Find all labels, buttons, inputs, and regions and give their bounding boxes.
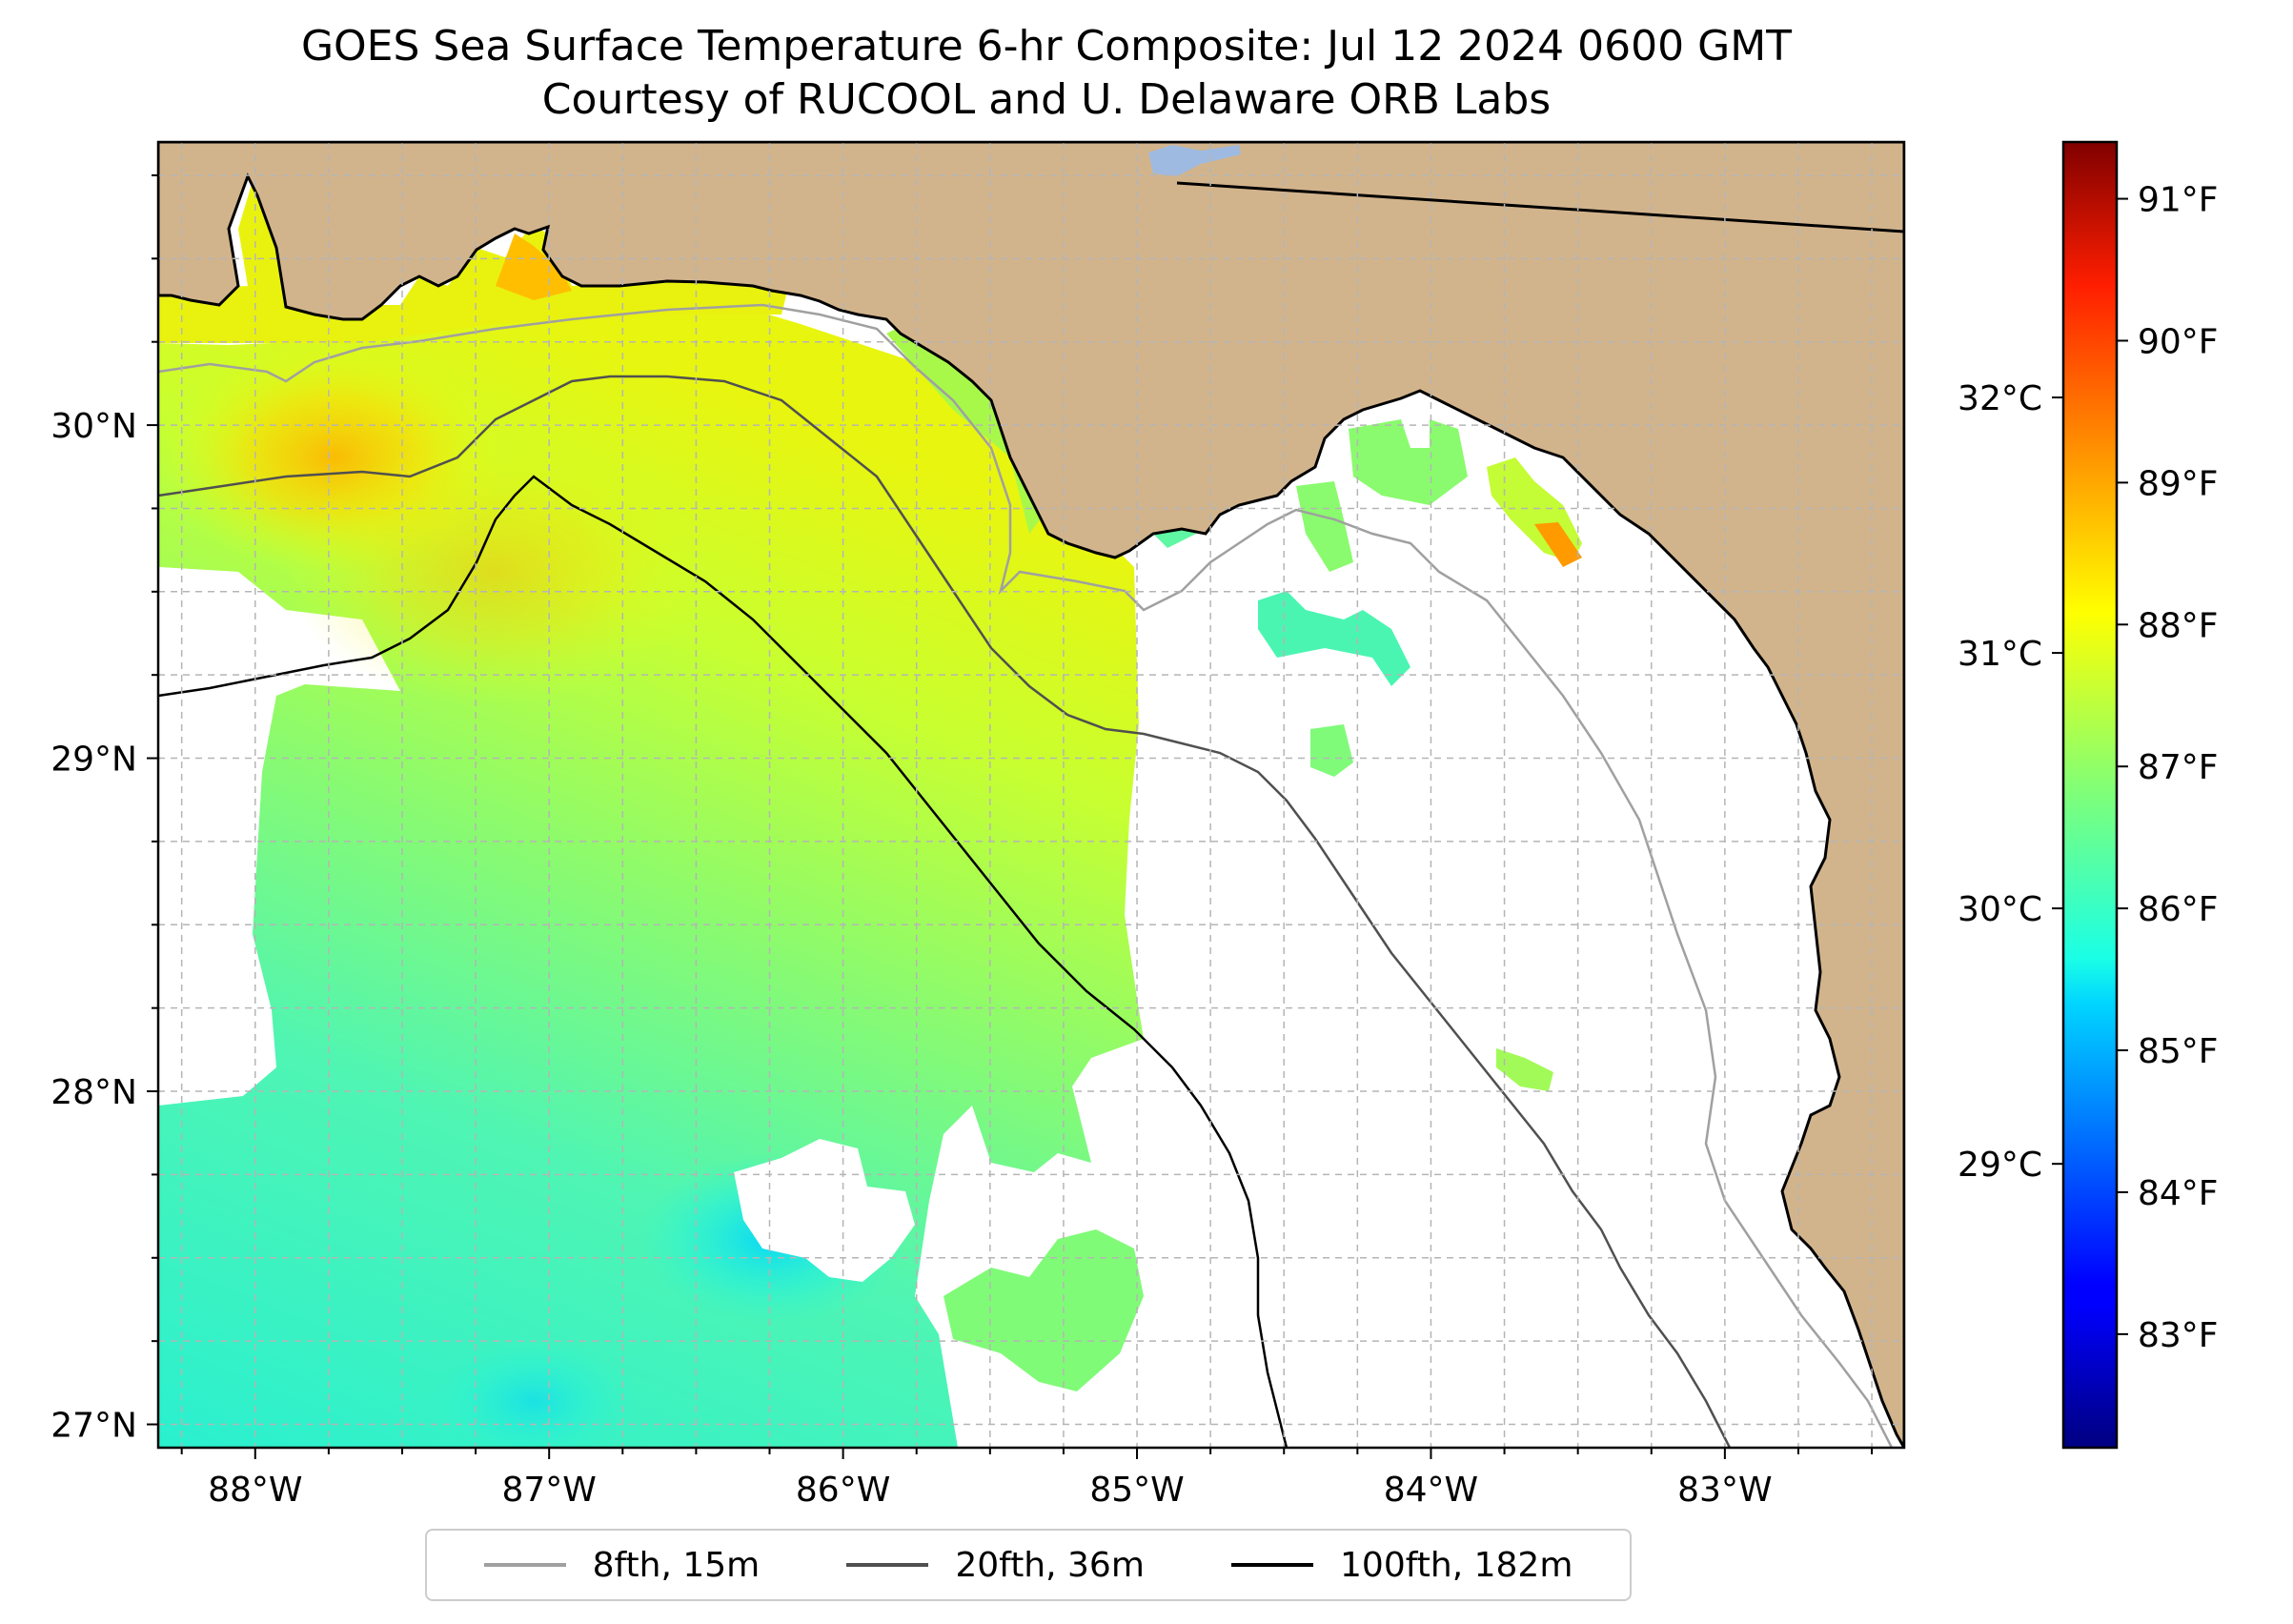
colorbar-c-label: 29°C xyxy=(1958,1146,2042,1185)
contour-20fth xyxy=(158,375,1732,1448)
legend-swatch xyxy=(483,1563,566,1567)
map-subtitle: Courtesy of RUCOOL and U. Delaware ORB L… xyxy=(541,75,1552,124)
lon-tick-label: 86°W xyxy=(796,1471,890,1510)
colorbar-f-label: 87°F xyxy=(2138,748,2219,787)
legend: 8fth, 15m 20fth, 36m 100fth, 182m xyxy=(425,1529,1632,1601)
colorbar-f-label: 84°F xyxy=(2138,1174,2219,1213)
colorbar-f-label: 91°F xyxy=(2138,181,2219,220)
sst-bay-warm xyxy=(496,233,572,300)
lat-tick-label: 27°N xyxy=(51,1407,137,1446)
legend-swatch xyxy=(1231,1563,1314,1567)
sst-patch xyxy=(1310,724,1353,777)
colorbar-c-label: 31°C xyxy=(1958,635,2042,674)
contour-100fth xyxy=(158,475,1289,1448)
sst-patch xyxy=(1296,481,1353,572)
colorbar-f-label: 90°F xyxy=(2138,322,2219,361)
colorbar xyxy=(2061,140,2119,1450)
lat-tick-label: 29°N xyxy=(51,741,137,780)
lake xyxy=(1148,145,1241,176)
legend-item-8fth: 8fth, 15m xyxy=(483,1545,761,1585)
colorbar-f-label: 88°F xyxy=(2138,606,2219,645)
colorbar-c-label: 30°C xyxy=(1958,890,2042,929)
colorbar-f-label: 89°F xyxy=(2138,464,2219,503)
state-border xyxy=(1176,181,1904,233)
legend-item-100fth: 100fth, 182m xyxy=(1231,1546,1573,1585)
colorbar-c-label: 32°C xyxy=(1958,379,2042,418)
lat-tick-label: 30°N xyxy=(51,407,137,446)
legend-label: 20fth, 36m xyxy=(955,1545,1145,1585)
colorbar-f-label: 83°F xyxy=(2138,1316,2219,1355)
map-title: GOES Sea Surface Temperature 6-hr Compos… xyxy=(300,22,1793,71)
sst-patch xyxy=(1258,591,1410,686)
gridlines xyxy=(158,142,1904,1448)
sst-nearshore xyxy=(158,181,791,343)
legend-label: 100fth, 182m xyxy=(1340,1545,1573,1585)
latitude-axis: 30°N 29°N 28°N 27°N xyxy=(51,173,158,1446)
legend-label: 8fth, 15m xyxy=(592,1545,761,1585)
legend-swatch xyxy=(846,1563,929,1567)
lon-tick-label: 84°W xyxy=(1384,1471,1478,1510)
sst-patch xyxy=(944,1229,1144,1391)
colorbar-fahrenheit-axis: 83°F 84°F 85°F 86°F 87°F 88°F 89°F 90°F 91°F xyxy=(2117,181,2219,1355)
sst-patch xyxy=(1349,419,1468,505)
lon-tick-label: 83°W xyxy=(1677,1471,1772,1510)
warm-patch xyxy=(286,438,705,705)
cool-patch xyxy=(429,1334,639,1448)
lat-tick-label: 28°N xyxy=(51,1073,137,1112)
lon-tick-label: 85°W xyxy=(1089,1471,1184,1510)
map-frame xyxy=(156,140,1906,1450)
lon-tick-label: 88°W xyxy=(208,1471,302,1510)
legend-item-20fth: 20fth, 36m xyxy=(846,1546,1145,1585)
colorbar-f-label: 86°F xyxy=(2138,890,2219,929)
land-mass-north xyxy=(158,142,1904,1448)
sst-patch xyxy=(1496,1048,1553,1091)
colorbar-f-label: 85°F xyxy=(2138,1032,2219,1071)
sst-patch-hot xyxy=(1534,522,1582,567)
longitude-axis: 88°W 87°W 86°W 85°W 84°W 83°W xyxy=(180,1448,1874,1510)
colorbar-celsius-axis: 29°C 30°C 31°C 32°C xyxy=(1958,379,2063,1185)
lon-tick-label: 87°W xyxy=(501,1471,596,1510)
map-area xyxy=(158,142,1904,1448)
no-data-gap xyxy=(158,567,286,710)
contour-8fth xyxy=(158,303,1894,1448)
